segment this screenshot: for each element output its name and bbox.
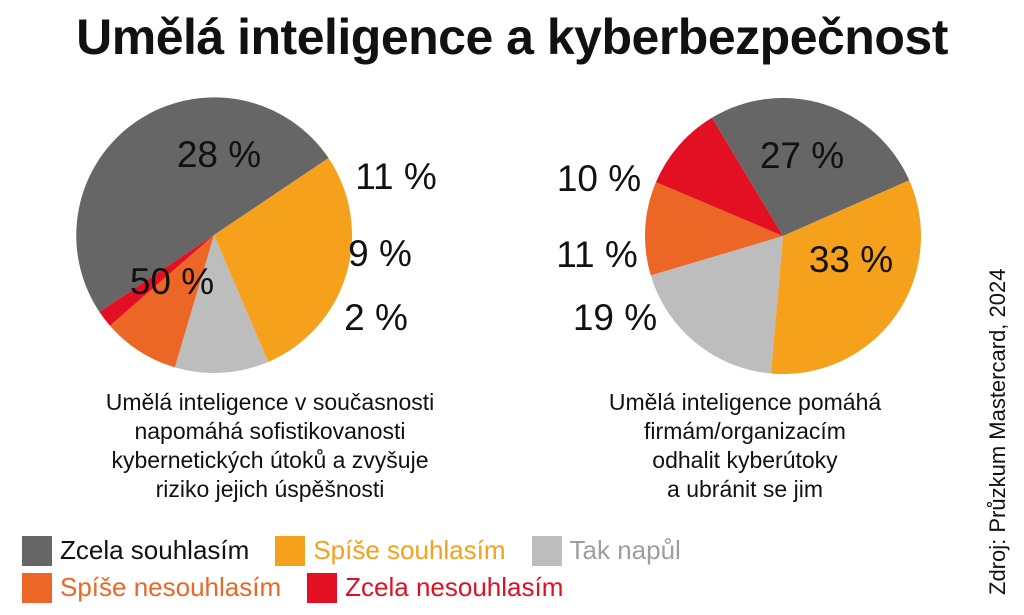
legend-swatch xyxy=(275,535,306,566)
pie-slice xyxy=(770,180,921,374)
slice-label: 2 % xyxy=(344,297,408,338)
pie-1-caption: Umělá inteligence v současnosti napomáhá… xyxy=(105,389,435,502)
legend-label: Zcela nesouhlasím xyxy=(345,572,564,602)
legend-label: Tak napůl xyxy=(569,535,681,565)
legend-item-zcela-souhlasim: Zcela souhlasím xyxy=(22,535,249,566)
legend-swatch xyxy=(22,572,52,603)
slice-label: 33 % xyxy=(809,239,893,280)
legend-item-spise-nesouhlasim: Spíše nesouhlasím xyxy=(22,572,281,603)
legend-item-spise-souhlasim: Spíše souhlasím xyxy=(275,535,506,566)
pie-slice xyxy=(99,235,214,326)
slice-label: 19 % xyxy=(573,297,657,338)
pie-slice xyxy=(110,235,214,368)
legend-item-zcela-nesouhlasim: Zcela nesouhlasím xyxy=(307,572,563,603)
legend-swatch xyxy=(307,572,338,603)
legend-label: Spíše nesouhlasím xyxy=(60,572,282,602)
legend-swatch xyxy=(531,535,562,566)
pie-chart-ai-attacks: 50 % 28 % 11 % 9 % 2 % xyxy=(76,97,437,374)
chart-title: Umělá inteligence a kyberbezpečnost xyxy=(76,9,948,65)
legend-label: Spíše souhlasím xyxy=(313,535,506,565)
slice-label: 50 % xyxy=(130,261,214,302)
pie-slice xyxy=(645,182,783,276)
slice-label: 27 % xyxy=(760,135,844,176)
pie-slice xyxy=(174,235,269,374)
pie-slice xyxy=(76,97,329,312)
legend-row-2: Spíše nesouhlasím Zcela nesouhlasím xyxy=(22,572,589,603)
pie-slice xyxy=(655,117,783,236)
legend-item-tak-napul: Tak napůl xyxy=(531,535,681,566)
pie-chart-ai-defense: 27 % 33 % 19 % 11 % 10 % xyxy=(556,97,921,374)
legend-row-1: Zcela souhlasím Spíše souhlasím Tak napů… xyxy=(22,535,707,566)
slice-label: 10 % xyxy=(557,158,641,199)
pie-slice xyxy=(650,236,783,374)
legend-swatch xyxy=(22,535,52,566)
legend-label: Zcela souhlasím xyxy=(60,535,250,565)
slice-label: 9 % xyxy=(348,233,412,274)
slice-label: 11 % xyxy=(556,234,638,275)
source-note: Zdroj: Průzkum Mastercard, 2024 xyxy=(985,268,1010,595)
pie-slice xyxy=(711,97,910,236)
slice-label: 28 % xyxy=(177,134,261,175)
pie-slice xyxy=(214,158,353,362)
pie-2-caption: Umělá inteligence pomáhá firmám/organiza… xyxy=(608,389,882,502)
slice-label: 11 % xyxy=(355,156,437,197)
